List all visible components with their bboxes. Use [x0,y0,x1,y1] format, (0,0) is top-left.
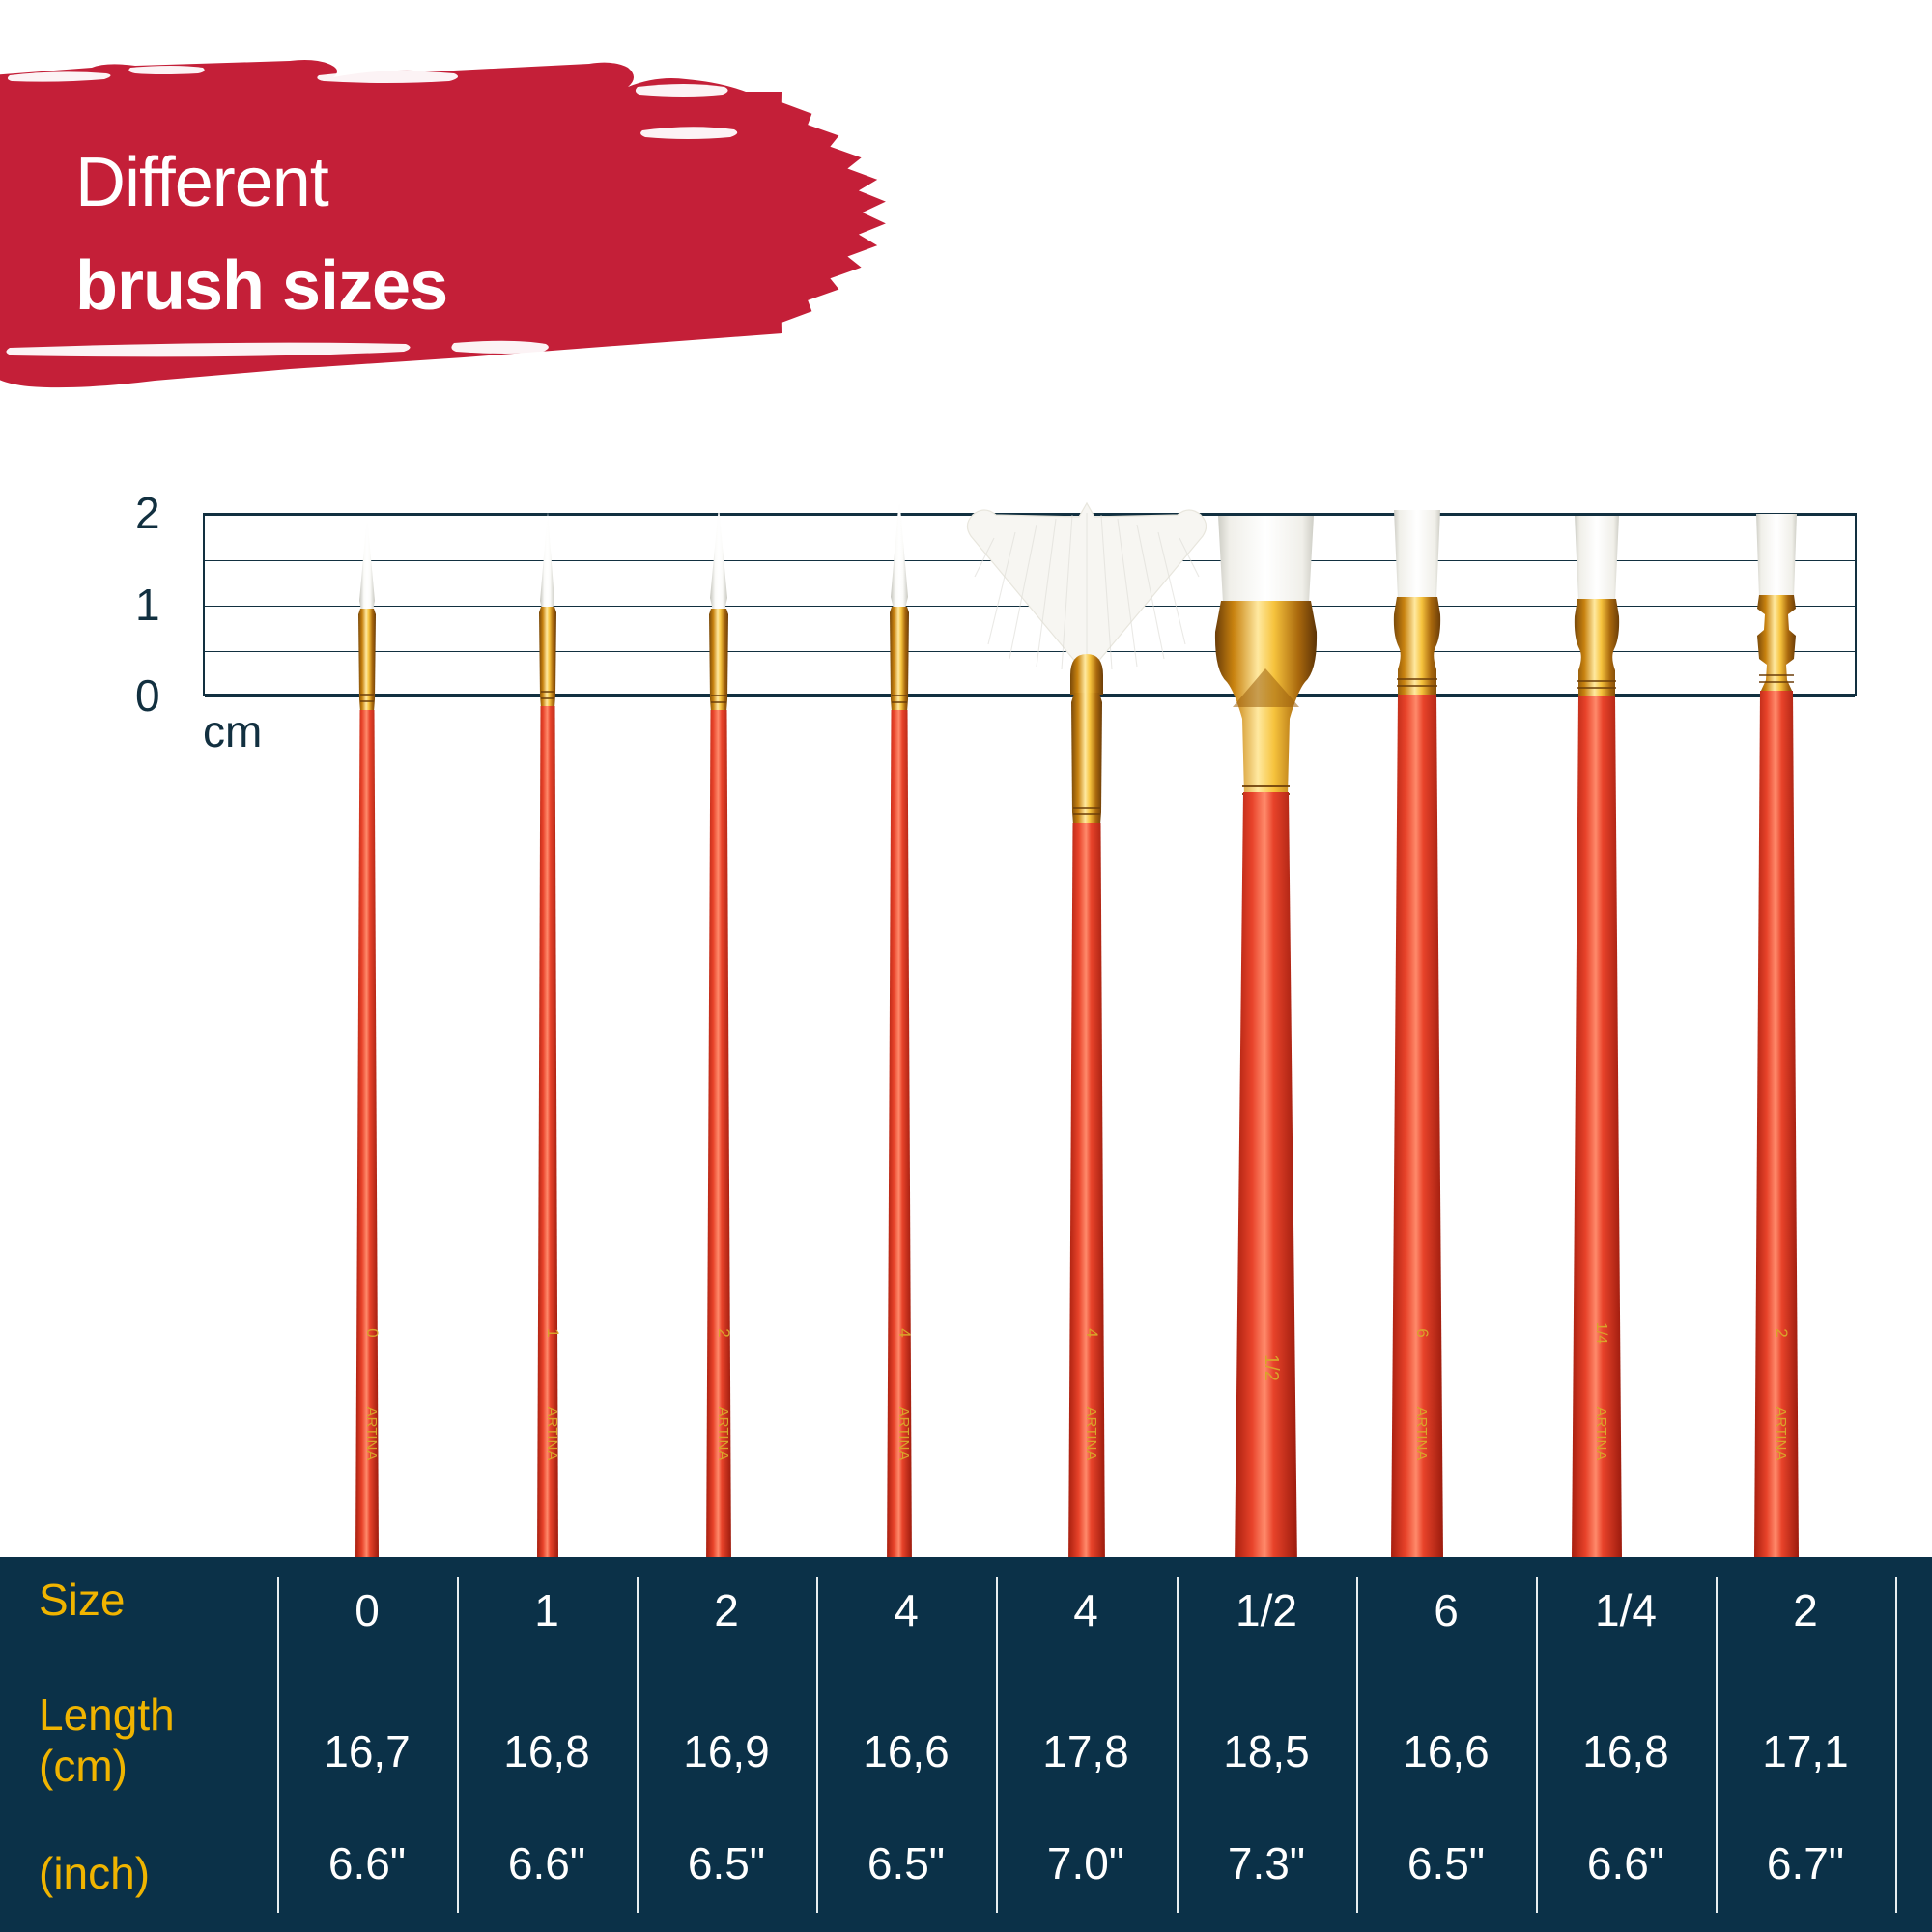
svg-text:1/2: 1/2 [1261,1354,1282,1381]
svg-text:ARTINA: ARTINA [363,1407,380,1461]
svg-text:ARTINA: ARTINA [1773,1407,1789,1461]
svg-text:ARTINA: ARTINA [895,1407,912,1461]
svg-text:ARTINA: ARTINA [1593,1407,1609,1461]
svg-text:1: 1 [544,1328,562,1337]
svg-text:4: 4 [1083,1328,1101,1337]
svg-text:ARTINA: ARTINA [1413,1407,1430,1461]
svg-text:ARTINA: ARTINA [544,1407,560,1461]
svg-text:1/4: 1/4 [1593,1322,1609,1344]
svg-text:2: 2 [715,1328,733,1337]
svg-text:ARTINA: ARTINA [715,1407,731,1461]
svg-text:0: 0 [363,1328,382,1337]
svg-text:4: 4 [895,1328,914,1337]
svg-text:6: 6 [1413,1328,1432,1337]
svg-text:ARTINA: ARTINA [1083,1407,1099,1461]
svg-text:2: 2 [1773,1328,1791,1337]
